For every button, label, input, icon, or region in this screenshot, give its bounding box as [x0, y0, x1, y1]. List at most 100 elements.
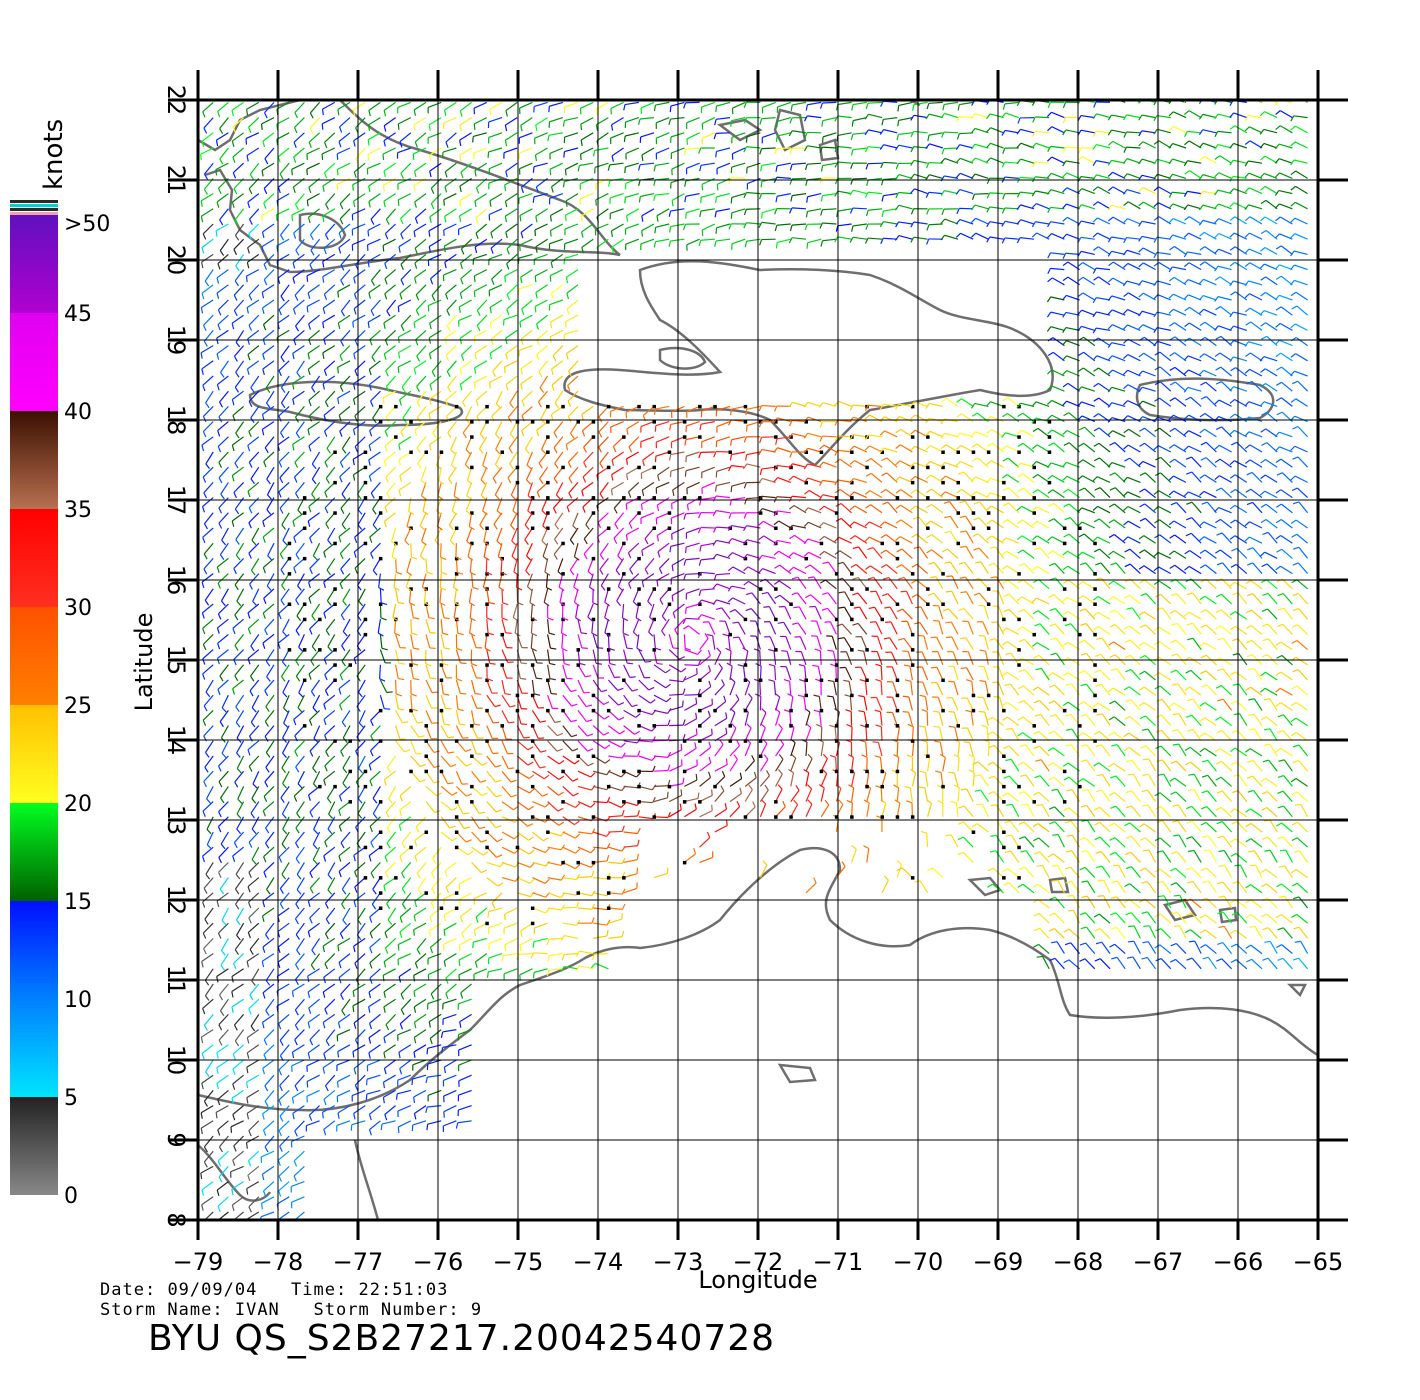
wind-barb: [653, 709, 668, 714]
wind-barb: [1189, 686, 1202, 696]
wind-barb-feather: [1275, 671, 1282, 676]
wind-barb: [849, 696, 853, 711]
wind-barb: [293, 785, 305, 797]
wind-barb-feather: [1248, 698, 1255, 701]
wind-barb: [1083, 670, 1096, 681]
wind-barb-feather: [1231, 912, 1238, 916]
wind-barb-feather: [457, 632, 464, 636]
wind-barb: [311, 634, 321, 647]
wind-barb: [953, 681, 959, 696]
wind-barb-feather: [743, 525, 748, 532]
wind-barb: [261, 953, 275, 962]
rain-flag: [394, 541, 398, 546]
wind-barb: [857, 592, 868, 605]
wind-barb-feather: [200, 1172, 203, 1180]
wind-barb: [1207, 759, 1217, 772]
wind-barb-feather: [1230, 625, 1236, 631]
rain-flag: [454, 526, 459, 530]
wind-barb-feather: [679, 803, 682, 810]
wind-barb-feather: [1218, 864, 1225, 867]
wind-barb-feather: [1003, 882, 1010, 886]
wind-barb: [1022, 519, 1035, 529]
wind-barb: [230, 1120, 244, 1128]
rain-flag: [637, 800, 641, 804]
wind-barb-feather: [456, 678, 463, 682]
wind-barb-feather: [414, 855, 418, 862]
wind-barb-feather: [1184, 611, 1190, 617]
wind-barb-feather: [278, 1069, 283, 1076]
wind-barb-feather: [340, 994, 344, 1001]
wind-barb: [486, 694, 496, 707]
wind-barb: [685, 542, 700, 548]
wind-barb-feather: [1169, 867, 1176, 872]
wind-barb: [460, 907, 472, 918]
wind-barb: [431, 877, 442, 889]
wind-barb-feather: [247, 1160, 252, 1167]
wind-barb: [1250, 944, 1263, 955]
wind-barb-feather: [291, 1097, 295, 1104]
rain-flag: [986, 511, 991, 515]
wind-barb: [1189, 898, 1202, 909]
wind-barb-feather: [250, 1025, 256, 1032]
wind-barb-feather: [247, 932, 252, 939]
wind-barb: [879, 757, 883, 772]
wind-barb: [488, 922, 503, 929]
wind-barb: [218, 1166, 229, 1178]
wind-barb-feather: [297, 707, 303, 713]
wind-barb-feather: [386, 903, 391, 910]
wind-barb-feather: [1125, 699, 1132, 703]
wind-barb: [1144, 579, 1156, 590]
wind-barb: [714, 667, 723, 681]
wind-barb-feather: [1290, 869, 1297, 874]
wind-barb-feather: [575, 802, 581, 808]
wind-barb-feather: [1002, 641, 1008, 646]
wind-barb: [776, 539, 791, 544]
wind-barb-feather: [488, 602, 495, 605]
wind-barb: [714, 808, 727, 818]
wind-barb-feather: [541, 509, 547, 516]
rain-flag: [834, 769, 839, 774]
wind-barb-feather: [804, 564, 811, 569]
wind-barb: [1269, 849, 1278, 863]
wind-barb-feather: [189, 873, 192, 878]
wind-barb-feather: [416, 948, 421, 955]
rain-flag: [454, 891, 459, 895]
wind-barb-feather: [1201, 759, 1208, 763]
wind-barb: [501, 694, 511, 708]
wind-barb-feather: [324, 765, 328, 772]
wind-barb-feather: [1279, 849, 1286, 852]
wind-barb: [471, 679, 476, 694]
wind-barb: [265, 831, 275, 844]
wind-barb: [1130, 699, 1141, 711]
wind-barb-feather: [528, 849, 535, 855]
wind-barb-feather: [217, 582, 221, 589]
wind-barb: [965, 576, 974, 590]
wind-barb: [439, 543, 442, 558]
wind-barb-feather: [1077, 581, 1084, 586]
wind-barb-feather: [520, 662, 528, 665]
wind-barb-feather: [968, 769, 975, 773]
wind-barb-feather: [342, 782, 348, 789]
wind-barb: [593, 860, 608, 863]
wind-barb-feather: [1108, 792, 1115, 796]
rain-flag: [591, 708, 596, 713]
wind-barb-feather: [397, 1127, 400, 1134]
wind-barb-feather: [217, 1160, 222, 1167]
wind-barb: [356, 922, 366, 936]
wind-barb: [386, 831, 397, 844]
wind-barb: [247, 877, 260, 888]
wind-barb: [399, 1059, 412, 1070]
wind-barb-feather: [189, 1162, 192, 1167]
wind-barb: [500, 558, 503, 573]
wind-barb: [263, 1029, 275, 1041]
rain-flag: [378, 602, 383, 606]
wind-barb: [504, 907, 518, 915]
wind-barb-feather: [358, 600, 364, 607]
wind-barb-feather: [1109, 609, 1115, 614]
wind-barb: [1158, 626, 1172, 635]
wind-barb: [412, 1074, 427, 1080]
wind-barb-feather: [309, 887, 314, 894]
wind-barb-feather: [425, 1077, 428, 1084]
rain-flag: [485, 526, 489, 530]
wind-barb: [1208, 880, 1217, 894]
